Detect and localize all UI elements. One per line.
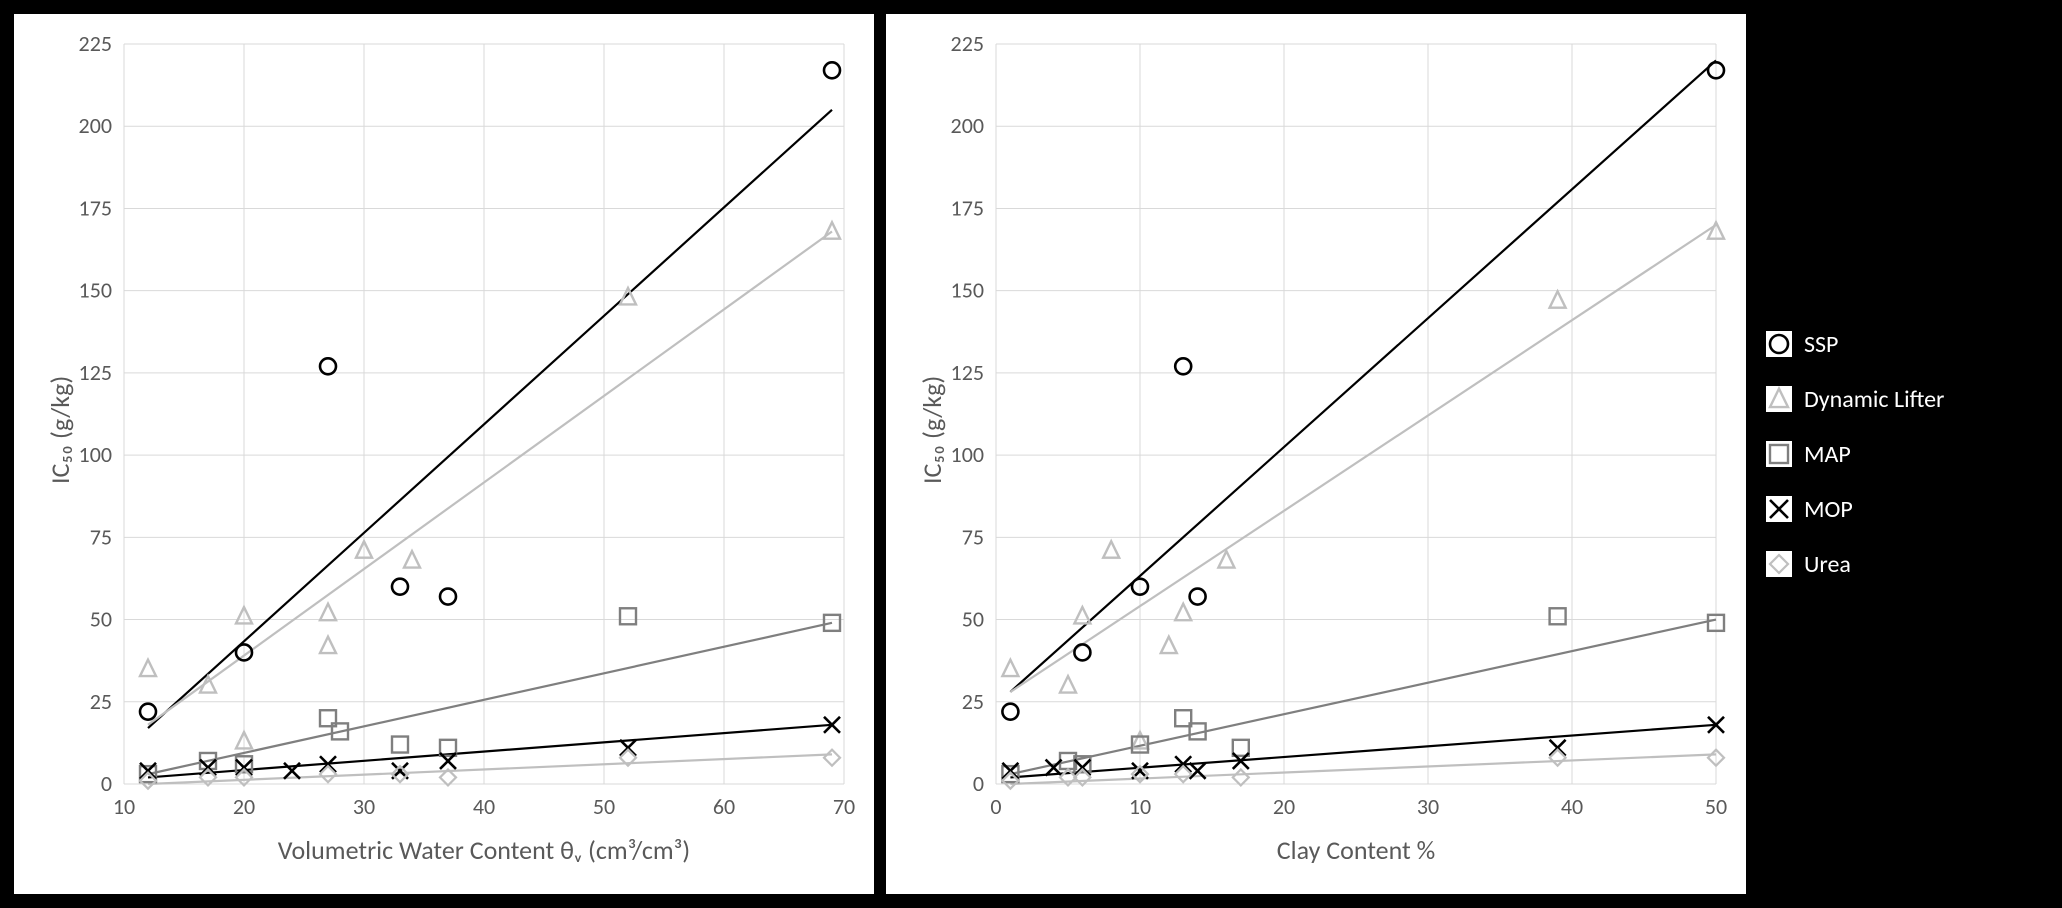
marker-map	[392, 737, 408, 753]
svg-text:200: 200	[951, 112, 984, 139]
legend-label: Urea	[1804, 550, 1851, 579]
svg-text:175: 175	[79, 194, 112, 221]
plot-right: 0 25 50 75 100 125 150 175 200 225 0 10 20 30 40 50	[886, 14, 1746, 894]
marker-map	[1233, 740, 1249, 756]
legend-label: MAP	[1804, 440, 1851, 469]
y-axis-label-right: IC₅₀ (g/kg)	[916, 376, 948, 484]
triangle-icon	[1766, 386, 1792, 412]
plot-left: 0 25 50 75 100 125 150 175 200 225 10 20 30 40 50 60 70	[14, 14, 874, 894]
legend-item-ssp: SSP	[1766, 330, 1944, 359]
marker-dynamic-lifter	[320, 637, 336, 653]
svg-text:100: 100	[79, 441, 112, 468]
marker-dynamic-lifter	[824, 222, 840, 238]
legend: SSP Dynamic Lifter MAP MOP Urea	[1752, 310, 1962, 599]
marker-ssp	[1175, 358, 1191, 374]
marker-dynamic-lifter	[1550, 291, 1566, 307]
svg-text:50: 50	[90, 606, 112, 633]
svg-text:20: 20	[1273, 793, 1295, 820]
svg-text:200: 200	[79, 112, 112, 139]
svg-text:25: 25	[962, 688, 984, 715]
legend-label: Dynamic Lifter	[1804, 385, 1944, 414]
svg-text:0: 0	[990, 793, 1001, 820]
marker-dynamic-lifter	[320, 604, 336, 620]
svg-text:50: 50	[1705, 793, 1727, 820]
svg-text:100: 100	[951, 441, 984, 468]
svg-text:30: 30	[1417, 793, 1439, 820]
svg-text:0: 0	[973, 770, 984, 797]
marker-ssp	[1002, 704, 1018, 720]
legend-item-mop: MOP	[1766, 495, 1944, 524]
legend-item-urea: Urea	[1766, 550, 1944, 579]
marker-dynamic-lifter	[1074, 607, 1090, 623]
svg-text:150: 150	[79, 277, 112, 304]
panel-right-inner: 0 25 50 75 100 125 150 175 200 225 0 10 20 30 40 50 IC₅…	[886, 14, 1746, 894]
svg-text:40: 40	[1561, 793, 1583, 820]
trend-ssp	[148, 110, 832, 728]
svg-text:150: 150	[951, 277, 984, 304]
svg-text:25: 25	[90, 688, 112, 715]
marker-ssp	[1190, 589, 1206, 605]
marker-map	[1550, 608, 1566, 624]
marker-mop	[1550, 740, 1566, 756]
svg-text:10: 10	[113, 793, 135, 820]
marker-mop	[620, 740, 636, 756]
svg-text:50: 50	[962, 606, 984, 633]
marker-dynamic-lifter	[1002, 660, 1018, 676]
svg-text:50: 50	[593, 793, 615, 820]
panel-left: 025507510012515017520022510203040506070 …	[8, 8, 880, 900]
svg-text:70: 70	[833, 793, 855, 820]
marker-ssp	[392, 579, 408, 595]
svg-text:0: 0	[101, 770, 112, 797]
marker-dynamic-lifter	[1103, 541, 1119, 557]
panel-left-inner: 025507510012515017520022510203040506070 …	[14, 14, 874, 894]
marker-dynamic-lifter	[1175, 604, 1191, 620]
marker-urea	[824, 750, 840, 766]
marker-dynamic-lifter	[404, 551, 420, 567]
legend-label: SSP	[1804, 330, 1838, 359]
svg-text:175: 175	[951, 194, 984, 221]
marker-map	[620, 608, 636, 624]
trend-ssp	[1010, 60, 1716, 691]
svg-text:225: 225	[79, 30, 112, 57]
panel-right: 0 25 50 75 100 125 150 175 200 225 0 10 20 30 40 50 IC₅…	[880, 8, 1752, 900]
square-icon	[1766, 441, 1792, 467]
marker-ssp	[320, 358, 336, 374]
marker-dynamic-lifter	[140, 660, 156, 676]
svg-text:60: 60	[713, 793, 735, 820]
svg-text:225: 225	[951, 30, 984, 57]
marker-ssp	[440, 589, 456, 605]
svg-text:75: 75	[90, 523, 112, 550]
x-axis-label-right: Clay Content %	[996, 834, 1716, 866]
svg-text:10: 10	[1129, 793, 1151, 820]
x-icon	[1766, 496, 1792, 522]
legend-label: MOP	[1804, 495, 1853, 524]
marker-urea	[1233, 769, 1249, 785]
svg-text:20: 20	[233, 793, 255, 820]
figure: 025507510012515017520022510203040506070 …	[0, 0, 1970, 908]
svg-text:75: 75	[962, 523, 984, 550]
svg-text:125: 125	[79, 359, 112, 386]
legend-item-dynamic-lifter: Dynamic Lifter	[1766, 385, 1944, 414]
marker-ssp	[140, 704, 156, 720]
svg-text:125: 125	[951, 359, 984, 386]
trend-dynamic-lifter	[1010, 225, 1716, 692]
circle-icon	[1766, 331, 1792, 357]
marker-ssp	[824, 62, 840, 78]
marker-dynamic-lifter	[1060, 676, 1076, 692]
y-axis-label-left: IC₅₀ (g/kg)	[44, 376, 76, 484]
x-axis-label-left: Volumetric Water Content θᵥ (cm³/cm³)	[124, 834, 844, 866]
legend-item-map: MAP	[1766, 440, 1944, 469]
svg-text:30: 30	[353, 793, 375, 820]
svg-text:40: 40	[473, 793, 495, 820]
marker-dynamic-lifter	[1161, 637, 1177, 653]
diamond-icon	[1766, 551, 1792, 577]
marker-ssp	[1074, 644, 1090, 660]
